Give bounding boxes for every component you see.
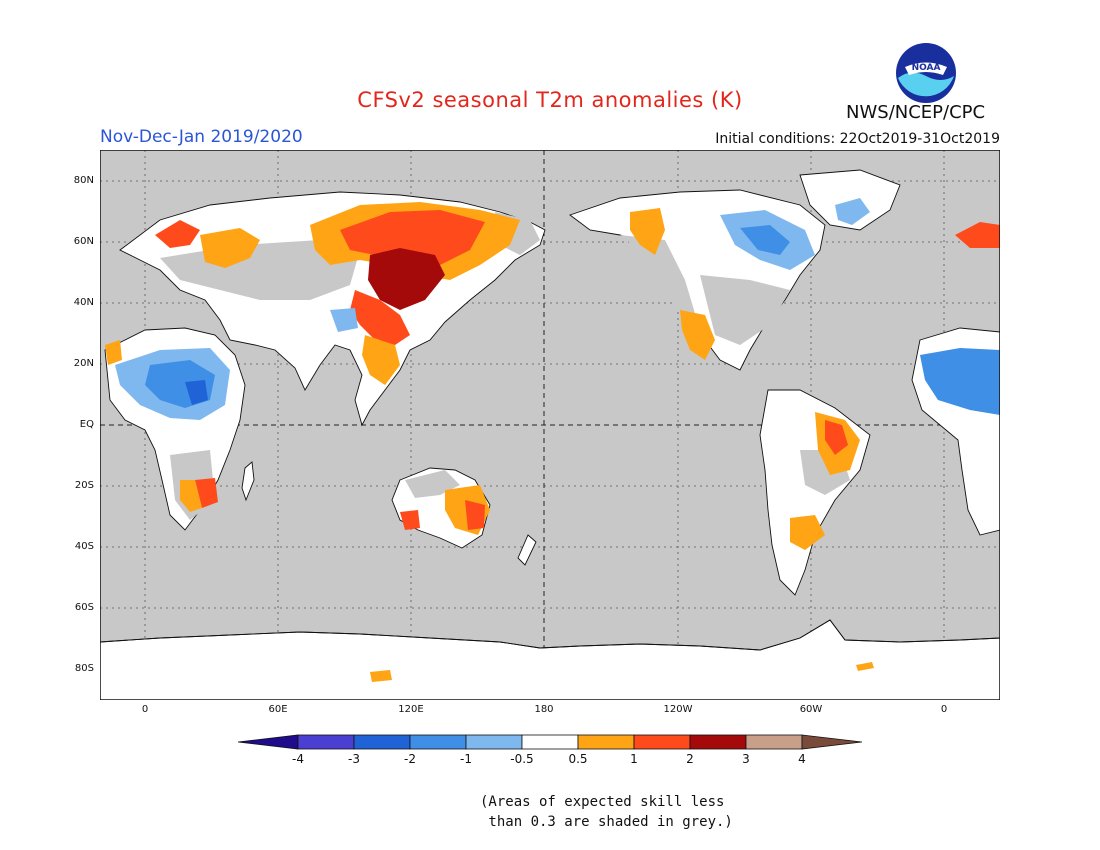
lat-label-60s: 60S: [74, 602, 94, 613]
colorbar-swatch: [745, 734, 803, 750]
warm-siberia-core: [340, 210, 485, 265]
agency-label: NWS/NCEP/CPC: [846, 102, 986, 123]
lat-label-80s: 80S: [74, 663, 94, 674]
colorbar-swatch-max: [801, 734, 862, 750]
grey-na-west: [620, 235, 700, 330]
cold-canada-core: [740, 225, 790, 255]
warm-argentina: [790, 515, 825, 550]
cold-tibet: [330, 308, 358, 332]
colorbar-tick-label: 4: [798, 752, 806, 766]
greenland-landmass: [799, 169, 901, 231]
warm-alaska: [630, 208, 665, 255]
warm-scandinavia-wrap: [955, 222, 1000, 248]
colorbar: [238, 734, 862, 750]
cold-anomaly-regions: [115, 198, 1000, 420]
initial-conditions-label: Initial conditions: 22Oct2019-31Oct2019: [715, 131, 1000, 147]
colorbar-tick-label: 3: [742, 752, 750, 766]
map-title: CFSv2 seasonal T2m anomalies (K): [357, 88, 743, 112]
new-zealand-landmass: [517, 534, 537, 566]
lon-label-120e: 120E: [398, 704, 424, 715]
colorbar-swatch: [353, 734, 411, 750]
grey-na-central: [700, 275, 790, 345]
colorbar-tick-label: -2: [404, 752, 416, 766]
lat-label-eq: EQ: [79, 419, 94, 430]
colorbar-tick-label: -0.5: [510, 752, 534, 766]
skill-footnote: (Areas of expected skill less than 0.3 a…: [480, 794, 733, 830]
colorbar-tick-label: -4: [292, 752, 304, 766]
colorbar-swatch: [521, 734, 579, 750]
colorbar-tick-label: 2: [686, 752, 694, 766]
logo-text: NOAA: [912, 63, 941, 73]
warm-australia-west: [400, 510, 420, 530]
colorbar-swatch-min: [238, 734, 299, 750]
cold-greenland: [835, 198, 870, 225]
warm-china-south: [362, 335, 400, 385]
lat-label-20n: 20N: [73, 358, 94, 369]
warm-southern-africa: [195, 478, 218, 508]
warm-southern-africa-ring: [180, 480, 202, 512]
warm-antarctic-spot: [370, 670, 392, 682]
colorbar-tick-label: 1: [630, 752, 638, 766]
coastlines: [100, 619, 1000, 651]
warm-anomaly-regions: [105, 202, 1000, 682]
colorbar-swatch: [409, 734, 467, 750]
lon-label-0: 0: [141, 704, 149, 715]
colorbar-tick-label: -3: [348, 752, 360, 766]
cold-africa-wrap: [920, 348, 1000, 415]
lon-label-180: 180: [534, 704, 554, 715]
colorbar-swatch: [633, 734, 691, 750]
lon-label-0-right: 0: [940, 704, 948, 715]
warm-scandinavia: [155, 220, 200, 248]
colorbar-tick-label: -1: [460, 752, 472, 766]
lat-label-60n: 60N: [73, 236, 94, 247]
anomaly-map: [100, 150, 1000, 700]
colorbar-tick-label: 0.5: [568, 752, 588, 766]
warm-mexico: [680, 310, 715, 360]
warm-australia-core: [465, 500, 485, 530]
lat-label-40s: 40S: [74, 541, 94, 552]
lat-label-40n: 40N: [73, 297, 94, 308]
cold-central-africa-dark: [185, 380, 208, 405]
lon-label-60w: 60W: [799, 704, 823, 715]
lon-label-120w: 120W: [663, 704, 693, 715]
colorbar-swatches: [238, 734, 862, 750]
colorbar-swatch: [297, 734, 355, 750]
season-label: Nov-Dec-Jan 2019/2020: [100, 127, 303, 147]
warm-brazil-core: [825, 420, 848, 455]
madagascar-landmass: [241, 461, 255, 502]
warm-eastern-europe: [200, 228, 260, 268]
lat-label-80n: 80N: [73, 175, 94, 186]
warm-antarctic-spot-2: [856, 662, 874, 671]
colorbar-swatch: [465, 734, 523, 750]
colorbar-swatch: [577, 734, 635, 750]
warm-mongolia-hot: [368, 248, 445, 310]
warm-west-africa-edge: [105, 340, 122, 365]
lat-label-20s: 20S: [74, 480, 94, 491]
colorbar-swatch: [689, 734, 747, 750]
lon-label-60e: 60E: [268, 704, 288, 715]
warm-china: [350, 290, 410, 345]
noaa-logo: NOAA: [896, 43, 956, 103]
